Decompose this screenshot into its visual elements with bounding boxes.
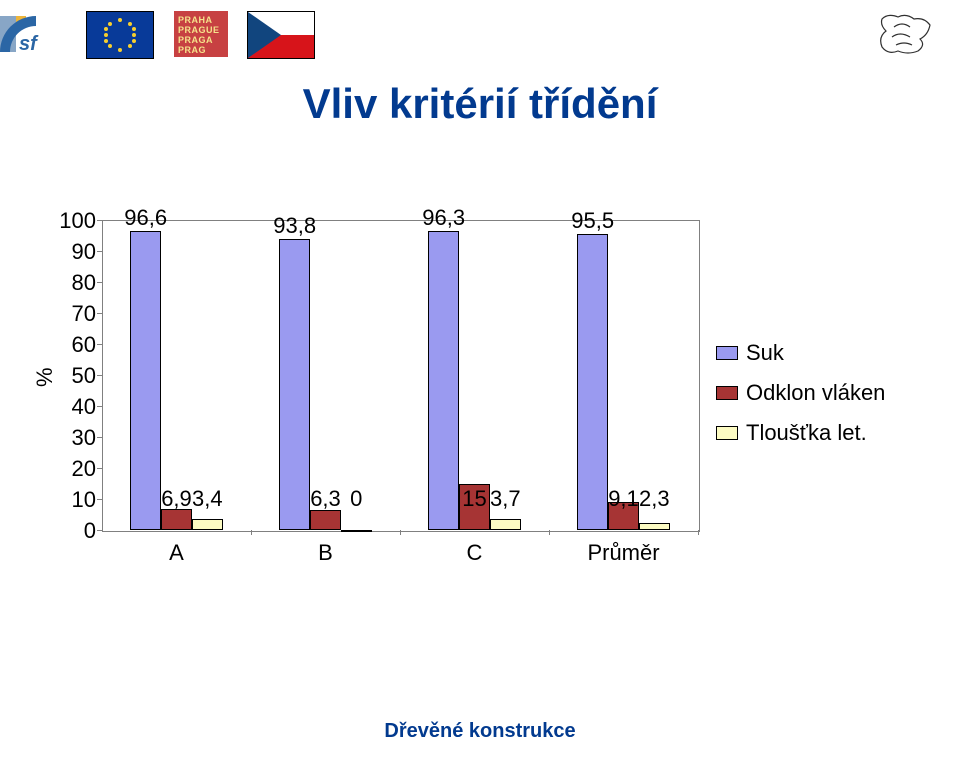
y-tick-label: 10 bbox=[52, 487, 96, 513]
legend: Suk Odklon vláken Tloušťka let. bbox=[716, 340, 936, 460]
footer-text: Dřevěné konstrukce bbox=[0, 720, 960, 743]
y-tick-label: 0 bbox=[52, 518, 96, 544]
y-tick-label: 90 bbox=[52, 239, 96, 265]
y-tick-label: 40 bbox=[52, 394, 96, 420]
category-label: B bbox=[251, 540, 400, 566]
y-tick-mark bbox=[97, 313, 102, 314]
bar-chart: %0102030405060708090100A96,66,93,4B93,86… bbox=[18, 220, 942, 620]
category-label: A bbox=[102, 540, 251, 566]
y-tick-mark bbox=[97, 530, 102, 531]
logo-lion-icon bbox=[876, 11, 936, 57]
y-tick-label: 30 bbox=[52, 425, 96, 451]
legend-label: Suk bbox=[746, 340, 784, 366]
data-label: 93,8 bbox=[261, 213, 329, 239]
y-tick-mark bbox=[97, 406, 102, 407]
y-tick-mark bbox=[97, 220, 102, 221]
y-tick-mark bbox=[97, 375, 102, 376]
bar bbox=[310, 510, 341, 530]
data-label: 95,5 bbox=[559, 208, 627, 234]
x-tick-mark bbox=[400, 530, 401, 535]
data-label: 96,3 bbox=[410, 205, 478, 231]
legend-swatch bbox=[716, 346, 738, 360]
y-tick-label: 70 bbox=[52, 301, 96, 327]
page-title: Vliv kritérií třídění bbox=[0, 80, 960, 128]
legend-swatch bbox=[716, 426, 738, 440]
logo-eu-flag bbox=[86, 11, 154, 59]
bar bbox=[341, 530, 372, 532]
y-tick-label: 50 bbox=[52, 363, 96, 389]
legend-item: Suk bbox=[716, 340, 784, 366]
legend-swatch bbox=[716, 386, 738, 400]
svg-text:sf: sf bbox=[19, 33, 39, 52]
y-tick-mark bbox=[97, 251, 102, 252]
data-label: 2,3 bbox=[620, 486, 688, 512]
y-tick-label: 100 bbox=[52, 208, 96, 234]
logo-czech-flag bbox=[247, 11, 315, 59]
legend-item: Tloušťka let. bbox=[716, 420, 867, 446]
legend-label: Odklon vláken bbox=[746, 380, 885, 406]
y-tick-mark bbox=[97, 437, 102, 438]
x-tick-mark bbox=[251, 530, 252, 535]
legend-label: Tloušťka let. bbox=[746, 420, 867, 446]
x-tick-mark bbox=[698, 530, 699, 535]
y-tick-mark bbox=[97, 282, 102, 283]
y-tick-label: 60 bbox=[52, 332, 96, 358]
bar bbox=[490, 519, 521, 530]
header: sf PRAHA PRAGUE PRAGA PRAG bbox=[0, 0, 960, 60]
legend-item: Odklon vláken bbox=[716, 380, 885, 406]
category-label: C bbox=[400, 540, 549, 566]
y-tick-mark bbox=[97, 468, 102, 469]
data-label: 96,6 bbox=[112, 205, 180, 231]
y-tick-mark bbox=[97, 499, 102, 500]
y-tick-label: 20 bbox=[52, 456, 96, 482]
x-tick-mark bbox=[549, 530, 550, 535]
data-label: 0 bbox=[322, 486, 390, 512]
bar bbox=[192, 519, 223, 530]
y-tick-mark bbox=[97, 344, 102, 345]
logo-esf: sf bbox=[0, 16, 52, 52]
data-label: 3,7 bbox=[471, 486, 539, 512]
category-label: Průměr bbox=[549, 540, 698, 566]
logo-prague-text: PRAHA PRAGUE PRAGA PRAG bbox=[174, 11, 228, 59]
data-label: 3,4 bbox=[173, 486, 241, 512]
bar bbox=[639, 523, 670, 530]
y-tick-label: 80 bbox=[52, 270, 96, 296]
logo-prague: PRAHA PRAGUE PRAGA PRAG bbox=[174, 11, 228, 57]
